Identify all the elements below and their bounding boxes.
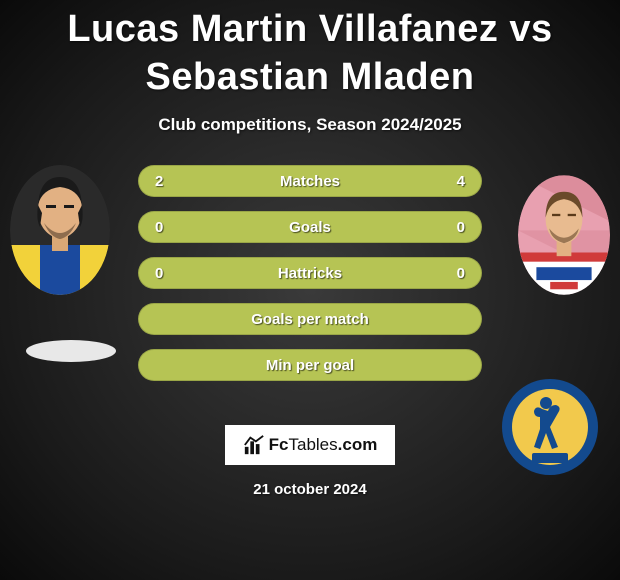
player-left-shadow: [26, 340, 116, 362]
stat-bar-goals: 0 Goals 0: [138, 211, 482, 243]
stat-bars: 2 Matches 4 0 Goals 0 0 Hattricks 0 Goal…: [138, 165, 482, 381]
stat-left-value: 0: [155, 265, 163, 282]
logo-brand2: Tables: [289, 435, 338, 454]
stat-right-value: 4: [457, 173, 465, 190]
club-badge: [500, 377, 600, 477]
stat-bar-mpg: Min per goal: [138, 349, 482, 381]
stat-label: Min per goal: [266, 357, 354, 374]
date-text: 21 october 2024: [0, 481, 620, 498]
stat-label: Matches: [280, 173, 340, 190]
stat-bar-hattricks: 0 Hattricks 0: [138, 257, 482, 289]
stat-label: Goals: [289, 219, 331, 236]
logo-text: FcTables.com: [269, 435, 378, 455]
player-left-avatar: [10, 165, 110, 295]
chart-icon: [243, 434, 265, 456]
player-right-avatar: [518, 175, 610, 295]
page-title: Lucas Martin Villafanez vs Sebastian Mla…: [0, 0, 620, 101]
stat-right-value: 0: [457, 265, 465, 282]
stat-left-value: 2: [155, 173, 163, 190]
subtitle: Club competitions, Season 2024/2025: [0, 115, 620, 135]
stat-right-value: 0: [457, 219, 465, 236]
comparison-container: 2 Matches 4 0 Goals 0 0 Hattricks 0 Goal…: [0, 165, 620, 498]
stat-left-value: 0: [155, 219, 163, 236]
fctables-logo: FcTables.com: [225, 425, 395, 465]
stat-bar-matches: 2 Matches 4: [138, 165, 482, 197]
logo-brand1: Fc: [269, 435, 289, 454]
stat-bar-gpm: Goals per match: [138, 303, 482, 335]
logo-suffix: .com: [338, 435, 378, 454]
stat-label: Goals per match: [251, 311, 369, 328]
stat-label: Hattricks: [278, 265, 342, 282]
